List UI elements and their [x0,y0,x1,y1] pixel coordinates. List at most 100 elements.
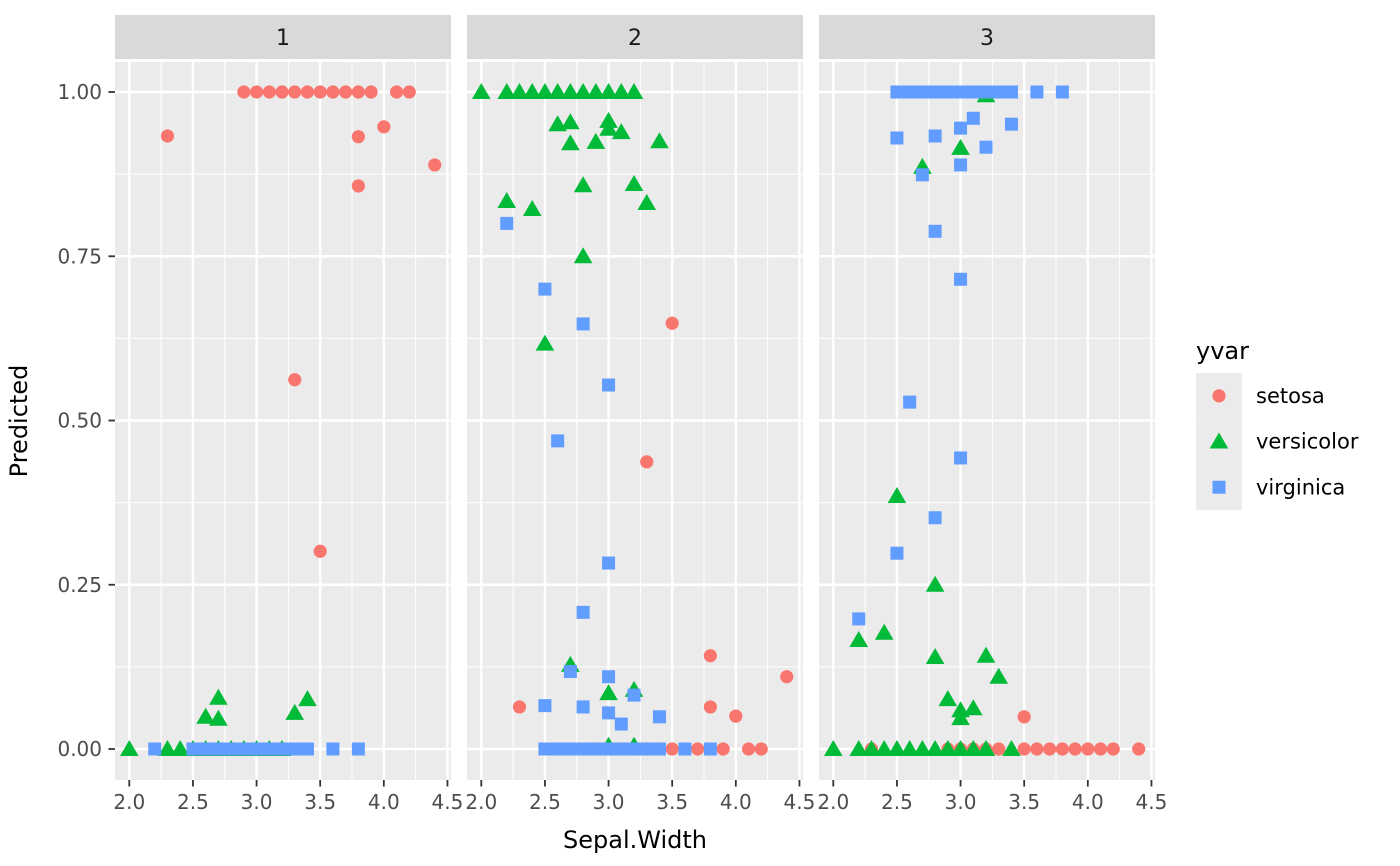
point-setosa [1030,742,1044,756]
point-virginica [652,710,666,724]
facet-strip [115,15,451,59]
point-virginica [589,742,603,756]
point-virginica [602,706,616,720]
point-virginica [576,605,590,619]
point-versicolor [196,707,215,724]
point-versicolor [497,192,517,209]
point-versicolor [976,740,996,756]
point-virginica [640,742,654,756]
point-setosa [665,742,679,756]
point-versicolor [535,83,555,99]
point-virginica [614,717,628,731]
point-setosa [428,158,442,172]
point-versicolor [548,83,567,99]
point-virginica [890,546,904,560]
point-setosa [326,85,340,99]
point-setosa [275,85,289,99]
point-setosa [665,316,679,330]
legend-triangle-icon [1209,432,1229,449]
x-tick-label: 4.0 [1072,790,1104,814]
point-setosa [237,85,251,99]
point-setosa [351,130,365,144]
point-versicolor [925,648,945,665]
point-versicolor [925,740,945,756]
point-setosa [377,120,391,134]
point-versicolor [599,83,618,99]
point-versicolor [913,740,932,756]
point-setosa [313,85,327,99]
x-tick-label: 4.5 [784,790,816,814]
point-virginica [148,742,162,756]
point-setosa [640,455,654,469]
point-versicolor [887,740,907,756]
point-versicolor [963,740,983,756]
legend-title: yvar [1196,337,1249,365]
point-versicolor [976,646,996,663]
point-setosa [703,700,717,714]
point-virginica [954,451,968,465]
point-versicolor [862,740,881,756]
point-setosa [389,85,404,99]
series-virginica [500,216,717,756]
facet-1: 1 2.0 2.5 3.0 3.5 4.0 4.5 [113,15,463,814]
point-virginica [351,742,365,756]
point-versicolor [650,132,669,149]
point-versicolor [561,83,580,99]
point-virginica [890,85,904,99]
point-setosa [1081,742,1095,756]
point-versicolor [586,83,606,99]
point-versicolor [599,684,618,701]
point-setosa [249,85,264,99]
point-virginica [576,317,590,331]
x-tick-label: 3.5 [304,790,336,814]
point-versicolor [561,134,580,151]
point-setosa [729,709,743,723]
point-virginica [903,395,917,409]
point-virginica [551,742,565,756]
point-virginica [627,688,641,702]
point-versicolor [874,740,894,756]
x-tick-label: 2.0 [465,790,497,814]
point-virginica [627,742,641,756]
point-setosa [313,544,327,558]
point-virginica [954,272,968,286]
series-setosa [512,316,794,756]
point-versicolor [951,709,970,726]
point-versicolor [497,83,517,99]
point-virginica [1030,85,1044,99]
point-versicolor [535,334,555,351]
point-versicolor [624,174,644,191]
point-versicolor [824,740,843,756]
point-setosa [351,85,365,99]
point-virginica [979,140,993,154]
x-tick-label: 2.5 [881,790,913,814]
point-setosa [741,742,756,756]
point-versicolor [887,487,907,504]
y-tick-label: 0.00 [57,737,102,761]
point-virginica [602,742,616,756]
point-virginica [237,742,251,756]
point-virginica [928,129,942,143]
point-versicolor [925,575,945,592]
point-versicolor [209,709,228,726]
point-virginica [652,742,666,756]
point-setosa [402,85,416,99]
point-setosa [262,85,276,99]
y-tick-label: 0.25 [57,573,102,597]
point-virginica [500,216,514,230]
x-tick-label: 3.0 [593,790,625,814]
point-versicolor [1002,740,1021,756]
point-virginica [966,85,980,99]
point-setosa [703,649,717,663]
legend: yvar setosa versicolor virginica [1196,337,1359,511]
point-virginica [563,742,577,756]
point-virginica [1055,85,1069,99]
point-versicolor [938,740,958,756]
point-virginica [186,742,200,756]
legend-circle-icon [1212,389,1226,403]
point-setosa [364,85,378,99]
point-versicolor [170,740,190,756]
facet-strip [819,15,1155,59]
point-versicolor [586,132,606,149]
